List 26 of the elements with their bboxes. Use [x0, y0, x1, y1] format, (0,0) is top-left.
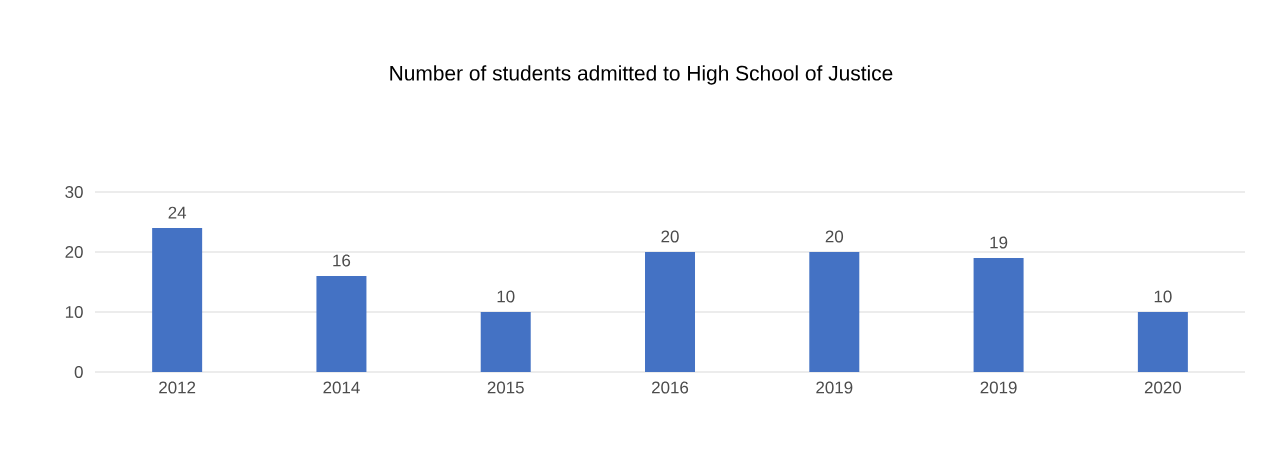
x-tick-label: 2015: [487, 381, 524, 394]
bar: [152, 228, 203, 372]
data-label: 19: [990, 236, 1008, 249]
x-tick-label: 2019: [816, 381, 853, 394]
bar: [1137, 312, 1188, 372]
data-label: 20: [825, 230, 844, 243]
data-label: 20: [661, 230, 679, 243]
bar: [480, 312, 531, 372]
x-tick-label: 2020: [1144, 381, 1182, 394]
y-tick-label: 10: [65, 306, 83, 318]
x-tick-label: 2019: [980, 381, 1017, 394]
chart-title: Number of students admitted to High School of Justice: [390, 65, 893, 85]
y-tick-label: 30: [65, 186, 83, 198]
bar: [973, 258, 1024, 372]
x-tick-label: 2012: [159, 381, 196, 394]
data-label: 10: [497, 290, 515, 303]
data-label: 16: [333, 254, 351, 267]
bar: [645, 252, 696, 372]
bar: [809, 252, 860, 372]
data-label: 24: [168, 206, 187, 219]
y-tick-label: 20: [65, 246, 83, 258]
y-tick-label: 0: [74, 366, 83, 378]
x-tick-label: 2014: [323, 381, 360, 394]
bar: [316, 276, 367, 372]
x-tick-label: 2016: [652, 381, 689, 394]
data-label: 10: [1154, 290, 1172, 303]
